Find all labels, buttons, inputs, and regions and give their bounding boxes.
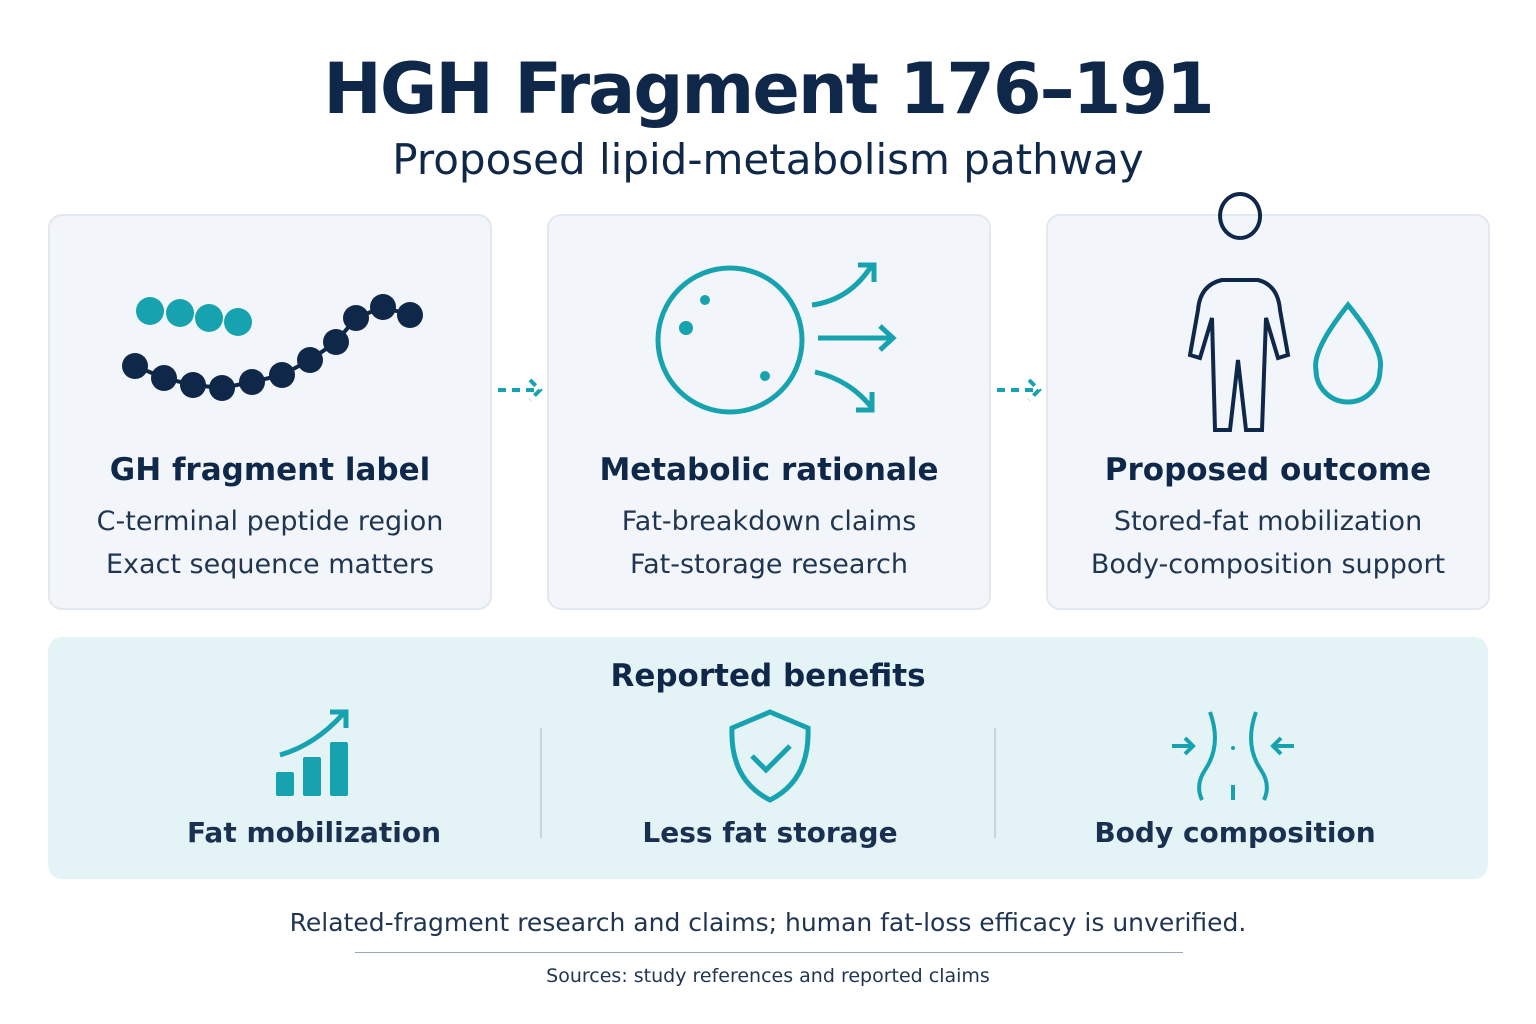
sources: Sources: study references and reported c…: [546, 965, 990, 987]
footnote: Related-fragment research and claims; hu…: [289, 908, 1247, 937]
title: HGH Fragment 176–191: [323, 48, 1215, 130]
card-title: GH fragment label: [109, 452, 431, 488]
subtitle: Proposed lipid-metabolism pathway: [392, 135, 1144, 184]
benefit-label: Body composition: [1094, 816, 1376, 849]
card-line: Exact sequence matters: [105, 549, 435, 580]
arrows: [498, 378, 1042, 402]
card-line: Body-composition support: [1090, 549, 1446, 580]
card-line: C-terminal peptide region: [96, 506, 444, 537]
peptide-teal: [136, 297, 252, 336]
benefit-label: Less fat storage: [642, 816, 898, 849]
card-title: Proposed outcome: [1104, 452, 1432, 488]
card: Proposed outcome Stored-fat mobilization…: [1046, 214, 1490, 610]
divider: [355, 952, 1183, 953]
cell-icon: [655, 262, 897, 415]
benefits-title: Reported benefits: [610, 658, 926, 694]
benefits-panel: [48, 637, 1488, 879]
card-title: Metabolic rationale: [599, 452, 939, 488]
card-line: Fat-breakdown claims: [621, 506, 917, 537]
peptide-navy: [122, 294, 423, 401]
card-line: Stored-fat mobilization: [1113, 506, 1423, 537]
benefit-label: Fat mobilization: [186, 816, 442, 849]
card-line: Fat-storage research: [630, 549, 908, 580]
card: GH fragment label C-terminal peptide reg…: [48, 214, 492, 610]
drop-icon: [1313, 301, 1384, 405]
person-icon: [1187, 192, 1291, 432]
